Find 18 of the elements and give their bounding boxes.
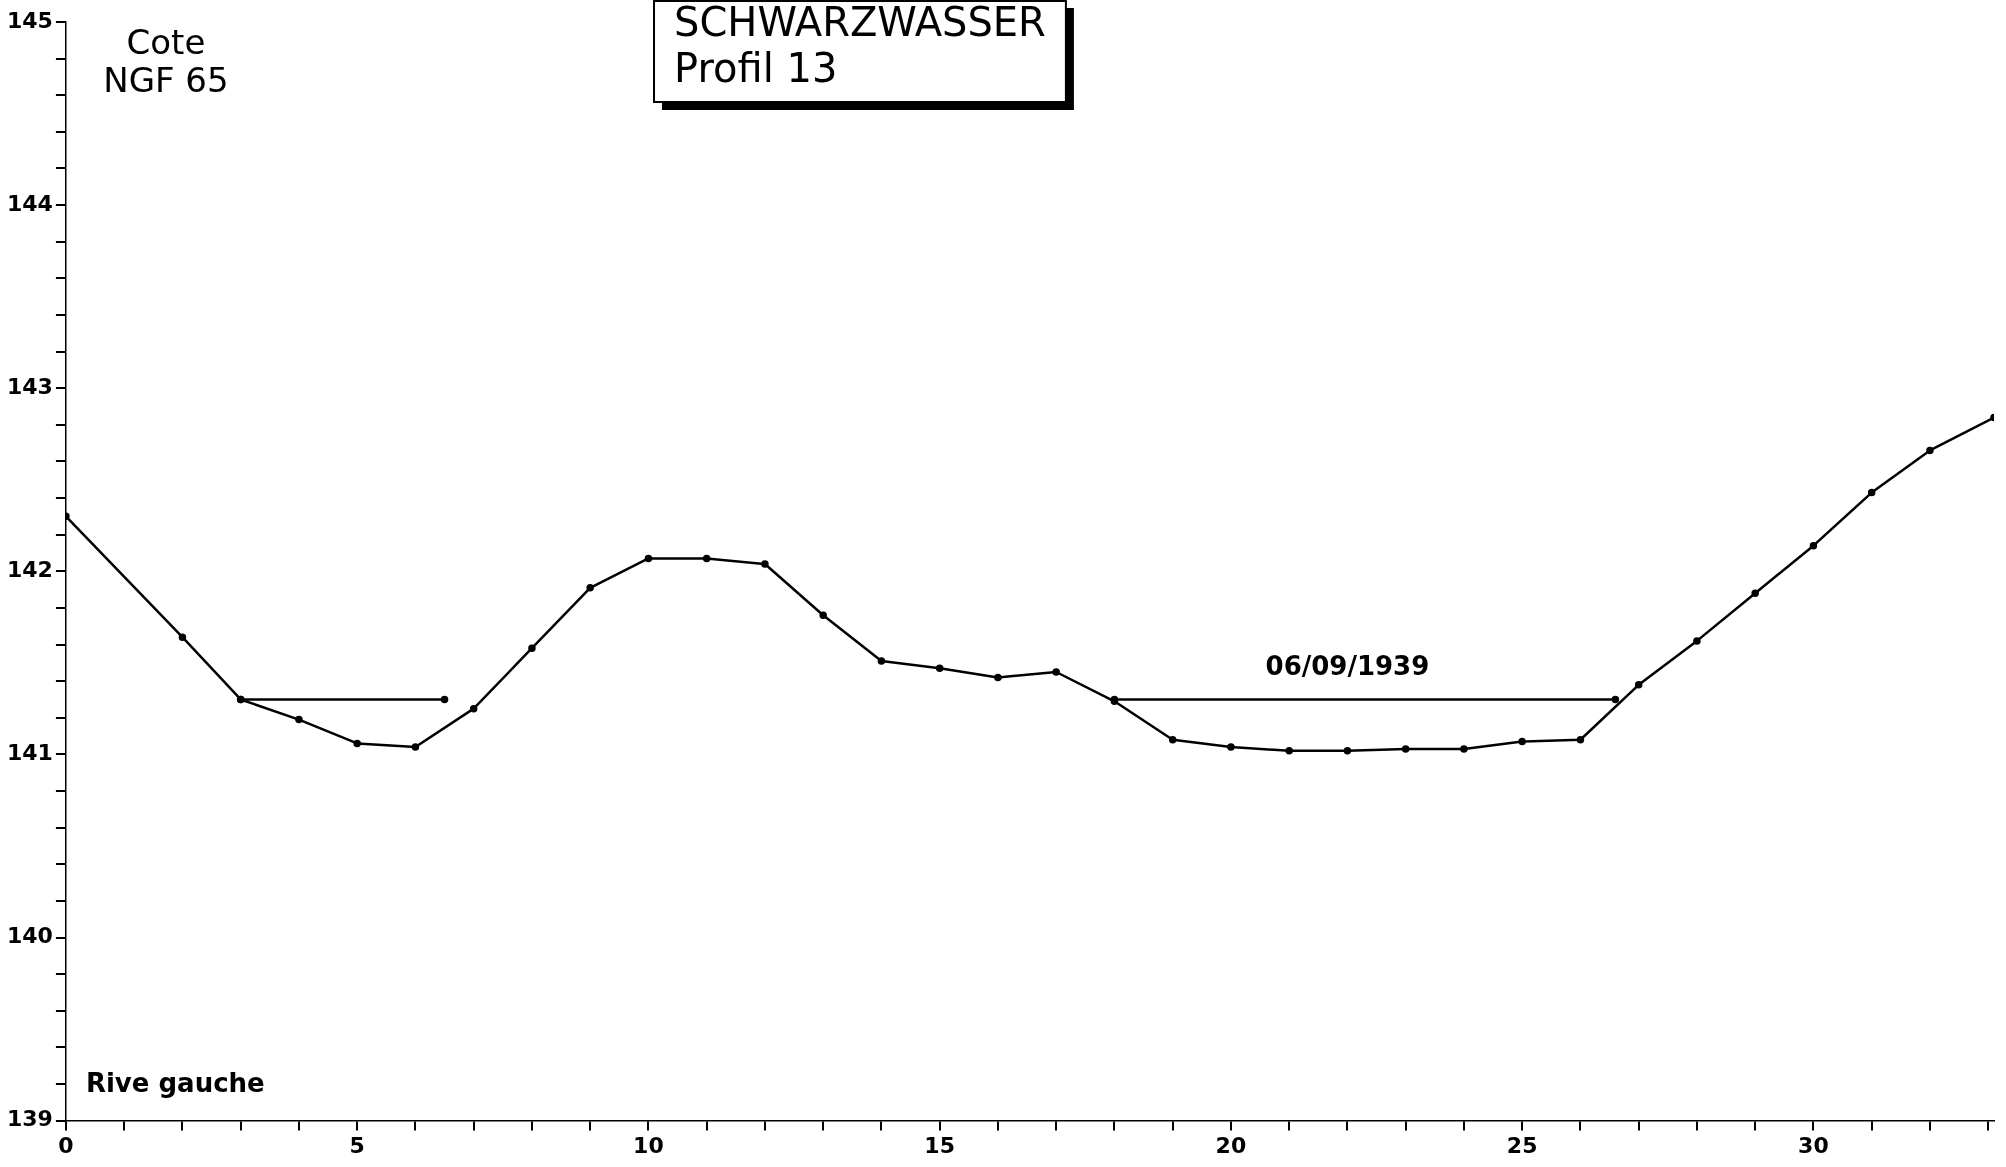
y-axis-title: Cote NGF 65 xyxy=(103,21,229,100)
y-tick-label: 145 xyxy=(6,7,53,33)
chart-title: SCHWARZWASSER Profil 13 xyxy=(674,0,1046,92)
annotation: 06/09/1939 xyxy=(1265,651,1430,682)
x-tick-label: 10 xyxy=(633,1132,664,1158)
x-tick-label: 5 xyxy=(349,1132,365,1158)
y-tick-label: 143 xyxy=(6,373,53,399)
x-tick-label: 25 xyxy=(1506,1132,1538,1158)
x-tick-label: 0 xyxy=(58,1132,74,1158)
annotation: Rive gauche xyxy=(85,1068,265,1099)
x-tick-label: 15 xyxy=(924,1132,955,1158)
y-tick-label: 142 xyxy=(6,557,53,583)
y-tick-label: 141 xyxy=(6,740,53,766)
y-tick-label: 144 xyxy=(6,190,53,216)
y-tick-label: 139 xyxy=(6,1106,53,1132)
y-tick-label: 140 xyxy=(6,923,53,949)
x-tick-label: 30 xyxy=(1798,1132,1829,1158)
x-tick-label: 20 xyxy=(1215,1132,1247,1158)
